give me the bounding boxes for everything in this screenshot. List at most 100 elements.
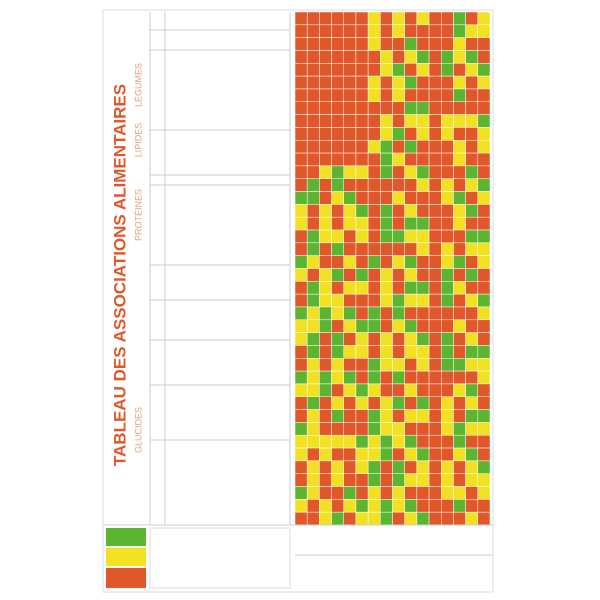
grid-cell — [477, 178, 491, 192]
grid-cell — [319, 114, 332, 128]
grid-cell — [465, 255, 479, 269]
grid-cell — [404, 242, 418, 256]
legend — [106, 527, 291, 589]
grid-cell — [392, 63, 405, 77]
grid-cell — [441, 447, 454, 462]
grid-cell — [392, 268, 405, 282]
grid-cell — [441, 319, 454, 333]
grid-cell — [416, 88, 430, 103]
grid-cell — [294, 37, 308, 51]
grid-cell — [465, 422, 479, 436]
grid-cell — [428, 114, 442, 128]
grid-cell — [392, 140, 405, 154]
grid-cell — [428, 24, 442, 38]
grid-cell — [355, 229, 369, 244]
grid-cell — [343, 358, 357, 372]
grid-cell — [380, 140, 393, 154]
grid-cell — [441, 37, 454, 51]
grid-cell — [416, 306, 430, 321]
grid-cell — [380, 229, 393, 244]
grid-cell — [453, 216, 466, 231]
grid-cell — [428, 473, 442, 487]
group-label: PROTÉINES — [133, 189, 143, 241]
grid-cell — [441, 24, 454, 38]
grid-cell — [331, 37, 344, 51]
grid-cell — [331, 511, 344, 526]
grid-cell — [343, 511, 357, 526]
grid-cell — [319, 24, 332, 38]
grid-cell — [465, 306, 479, 321]
grid-cell — [453, 11, 466, 26]
grid-cell — [453, 229, 466, 244]
grid-cell — [306, 409, 320, 423]
grid-cell — [465, 216, 479, 231]
grid-cell — [453, 178, 466, 192]
grid-cell — [355, 319, 369, 333]
grid-cell — [477, 191, 491, 205]
grid-cell — [416, 345, 430, 359]
grid-cell — [331, 24, 344, 38]
grid-cell — [453, 319, 466, 333]
grid-cell — [343, 114, 357, 128]
grid-cell — [416, 422, 430, 436]
grid-cell — [428, 396, 442, 410]
grid-cell — [343, 204, 357, 218]
grid-cell — [380, 101, 393, 115]
grid-cell — [477, 63, 491, 77]
grid-cell — [380, 460, 393, 474]
grid-cell — [331, 473, 344, 487]
grid-cell — [319, 358, 332, 372]
grid-cell — [294, 178, 308, 192]
grid-cell — [306, 140, 320, 154]
grid-cell — [441, 396, 454, 410]
grid-cell — [392, 511, 405, 526]
grid-cell — [477, 460, 491, 474]
grid-cell — [355, 216, 369, 231]
grid-cell — [380, 319, 393, 333]
grid-cell — [477, 114, 491, 128]
group-label: LÉGUMES — [133, 63, 143, 107]
grid-cell — [355, 88, 369, 103]
grid-cell — [465, 396, 479, 410]
grid-cell — [294, 306, 308, 321]
grid-cell — [294, 499, 308, 513]
grid-cell — [294, 140, 308, 154]
grid-cell — [404, 37, 418, 51]
grid-cell — [416, 447, 430, 462]
grid-cell — [355, 293, 369, 308]
grid-cell — [306, 499, 320, 513]
grid-cell — [477, 511, 491, 526]
grid-cell — [416, 293, 430, 308]
grid-cell — [355, 409, 369, 423]
grid-cell — [367, 152, 381, 167]
grid-cell — [465, 268, 479, 282]
grid-cell — [380, 75, 393, 90]
grid-cell — [453, 37, 466, 51]
grid-cell — [392, 101, 405, 115]
grid-cell — [343, 178, 357, 192]
grid-cell — [441, 191, 454, 205]
grid-cell — [404, 345, 418, 359]
grid-cell — [380, 281, 393, 295]
grid-cell — [392, 434, 405, 449]
grid-cell — [392, 281, 405, 295]
grid-cell — [428, 165, 442, 179]
grid-cell — [331, 114, 344, 128]
grid-cell — [428, 460, 442, 474]
grid-cell — [294, 191, 308, 205]
grid-cell — [380, 88, 393, 103]
grid-cell — [428, 63, 442, 77]
grid-cell — [392, 358, 405, 372]
grid-cell — [441, 140, 454, 154]
grid-cell — [453, 293, 466, 308]
grid-cell — [355, 140, 369, 154]
grid-cell — [331, 434, 344, 449]
grid-cell — [428, 319, 442, 333]
grid-cell — [367, 255, 381, 269]
grid-cell — [453, 50, 466, 64]
grid-cell — [477, 383, 491, 397]
grid-cell — [441, 306, 454, 321]
grid-cell — [306, 473, 320, 487]
grid-cell — [441, 358, 454, 372]
